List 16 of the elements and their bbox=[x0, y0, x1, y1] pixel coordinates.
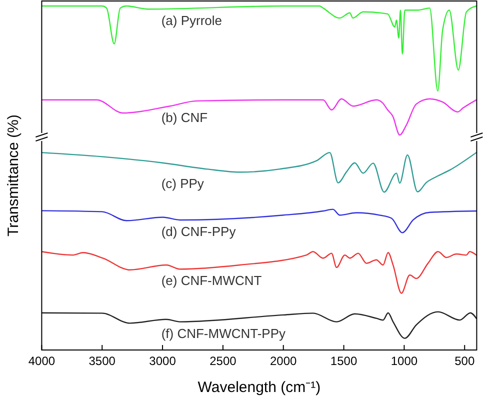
y-axis-title: Transmittance (%) bbox=[5, 114, 22, 236]
x-tick-label: 500 bbox=[454, 354, 475, 368]
x-tick-label: 2500 bbox=[210, 354, 237, 368]
x-tick-label: 3000 bbox=[149, 354, 176, 368]
series-label: (d) CNF-PPy bbox=[161, 224, 236, 239]
x-tick-label: 1000 bbox=[390, 354, 418, 368]
x-tick-label: 1500 bbox=[330, 354, 358, 368]
x-tick-label: 2000 bbox=[270, 354, 298, 368]
series-label: (b) CNF bbox=[161, 110, 208, 126]
series-label: (e) CNF-MWCNT bbox=[161, 273, 262, 288]
x-axis-title: Wavelength (cm⁻¹) bbox=[198, 379, 321, 396]
series-label: (a) Pyrrole bbox=[161, 13, 222, 28]
series-label: (f) CNF-MWCNT-PPy bbox=[161, 326, 286, 341]
x-tick-label: 3500 bbox=[88, 354, 116, 368]
x-tick-label: 4000 bbox=[28, 354, 56, 368]
series-label: (c) PPy bbox=[161, 176, 204, 192]
